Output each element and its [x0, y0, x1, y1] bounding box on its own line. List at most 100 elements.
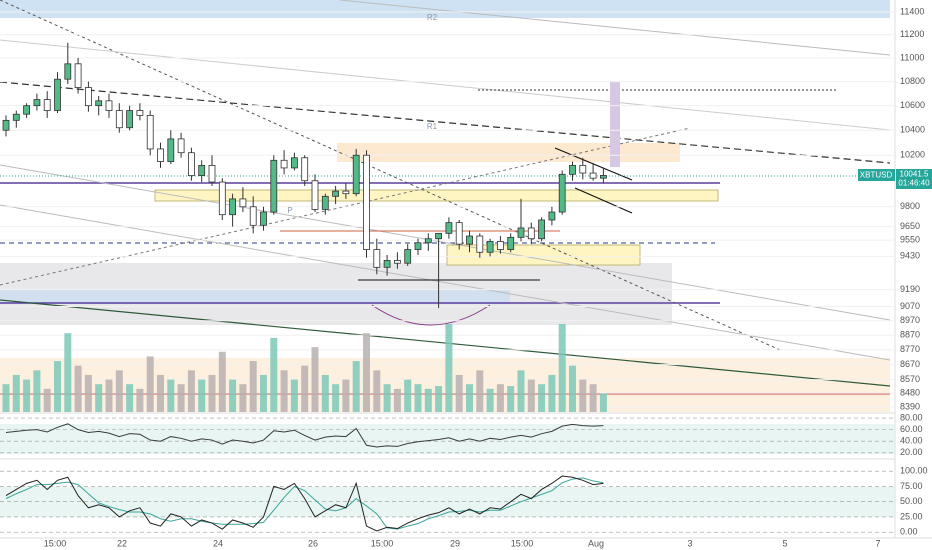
- candle-body: [363, 154, 370, 250]
- annotation: R2: [427, 13, 438, 22]
- volume-bar: [445, 324, 453, 412]
- candle-body: [486, 241, 494, 253]
- candle-body: [517, 227, 525, 238]
- candle-body: [260, 211, 267, 226]
- x-tick-label: 29: [450, 538, 460, 548]
- volume-bar: [476, 370, 484, 412]
- y-tick-label: 10600: [900, 100, 925, 110]
- candle-body: [280, 159, 288, 169]
- candle-body: [187, 152, 195, 177]
- x-tick-label: 15:00: [511, 538, 534, 548]
- volume-bar: [33, 370, 41, 412]
- volume-bar: [352, 361, 360, 412]
- volume-bar: [95, 384, 103, 412]
- y-tick-label: 100.00: [900, 466, 928, 476]
- volume-bar: [167, 379, 175, 412]
- x-tick-label: 3: [687, 538, 692, 548]
- volume-bar: [146, 356, 154, 412]
- volume-bar: [496, 384, 504, 412]
- candle-body: [126, 110, 133, 129]
- volume-bar: [208, 374, 216, 412]
- x-tick-label: Aug: [588, 538, 604, 548]
- candle-body: [332, 190, 340, 197]
- volume-bar: [270, 337, 278, 412]
- x-tick-label: 15:00: [44, 538, 67, 548]
- candle-body: [146, 115, 154, 150]
- x-tick-label: 24: [213, 538, 223, 548]
- volume-bar: [43, 388, 51, 412]
- volume-bar: [373, 370, 381, 412]
- candle-body: [33, 99, 41, 107]
- annotation: P: [287, 206, 292, 215]
- candle-body: [301, 157, 309, 182]
- volume-bar: [517, 370, 525, 412]
- candle-body: [445, 222, 453, 234]
- volume-bar: [290, 379, 298, 412]
- volume-bar: [455, 374, 463, 412]
- volume-bar: [177, 384, 185, 412]
- x-tick-label: 22: [117, 538, 127, 548]
- volume-bar: [548, 374, 556, 412]
- volume-bar: [414, 384, 422, 412]
- volume-bar: [84, 374, 92, 412]
- candle-body: [466, 235, 473, 245]
- y-tick-label: 60.00: [900, 424, 923, 434]
- y-tick-label: 0.00: [900, 527, 918, 537]
- volume-bar: [599, 393, 607, 412]
- volume-bar: [332, 384, 340, 412]
- y-tick-label: 8770: [900, 344, 920, 354]
- candle-body: [64, 63, 72, 80]
- volume-bar: [404, 379, 412, 412]
- candle-body: [177, 138, 185, 154]
- y-tick-label: 40.00: [900, 436, 923, 446]
- y-tick-label: 10400: [900, 125, 925, 135]
- volume-bar: [54, 361, 61, 412]
- y-tick-label: 20.00: [900, 447, 923, 457]
- volume-bar: [23, 379, 31, 412]
- candle-body: [527, 227, 535, 240]
- volume-bar: [301, 365, 309, 412]
- candle-body: [270, 159, 278, 213]
- price-box: [896, 169, 932, 189]
- candle-body: [136, 110, 144, 116]
- d-line: [5, 477, 604, 530]
- y-tick-label: 25.00: [900, 511, 923, 521]
- last-price-label: 10041.5: [900, 170, 929, 179]
- y-tick-label: 8480: [900, 388, 920, 398]
- volume-bar: [229, 379, 237, 412]
- candle-body: [198, 164, 206, 177]
- candle-body: [249, 206, 257, 226]
- volume-bar: [424, 388, 432, 412]
- volume-bar: [74, 365, 82, 412]
- y-tick-label: 9800: [900, 201, 920, 211]
- candle-body: [548, 211, 556, 221]
- volume-bar: [527, 379, 535, 412]
- x-tick-label: 5: [782, 538, 787, 548]
- y-tick-label: 9190: [900, 284, 920, 294]
- candle-body: [239, 198, 247, 208]
- y-tick-label: 75.00: [900, 481, 923, 491]
- volume-bar: [64, 333, 72, 412]
- candle-body: [352, 154, 360, 195]
- candle-body: [455, 222, 463, 245]
- volume-bar: [383, 384, 391, 412]
- y-tick-label: 11200: [900, 29, 924, 39]
- y-tick-label: 8870: [900, 330, 920, 340]
- candle-body: [218, 181, 226, 216]
- symbol-label: XBTUSD: [860, 171, 893, 180]
- volume-bar: [105, 379, 113, 412]
- volume-bar: [486, 388, 494, 412]
- candle-body: [579, 164, 587, 174]
- candle-body: [85, 87, 92, 107]
- volume-bar: [589, 384, 597, 412]
- y-tick-label: 80.00: [900, 412, 923, 422]
- candle-body: [404, 249, 412, 264]
- y-tick-label: 8570: [900, 374, 920, 384]
- volume-bar: [157, 374, 164, 412]
- volume-bar: [2, 384, 10, 412]
- volume-bar: [12, 374, 20, 412]
- x-tick-label: 7: [875, 538, 880, 548]
- candle-body: [208, 164, 216, 183]
- candle-body: [558, 173, 566, 213]
